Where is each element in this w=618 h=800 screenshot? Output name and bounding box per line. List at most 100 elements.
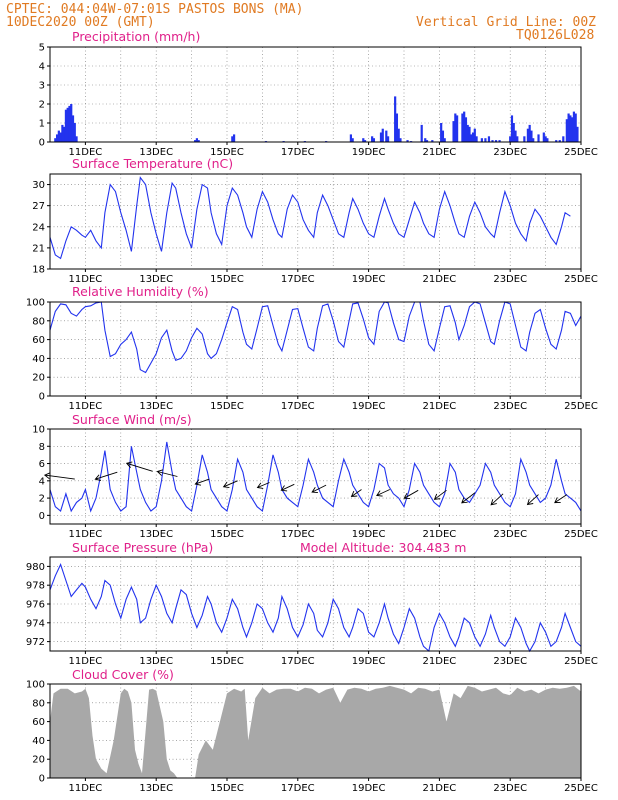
- x-tick-label: 11DEC: [69, 401, 103, 412]
- precip-bar: [431, 140, 434, 142]
- precip-bar: [66, 107, 69, 142]
- y-tick-label: 8: [39, 442, 45, 453]
- x-tick-label: 19DEC: [352, 656, 386, 667]
- precip-bar: [530, 130, 533, 142]
- x-tick-label: 19DEC: [352, 401, 386, 412]
- x-tick-label: 19DEC: [352, 529, 386, 540]
- humidity-frame: [49, 301, 582, 397]
- x-tick-label: 19DEC: [352, 783, 386, 794]
- precip-bar: [456, 115, 459, 142]
- y-tick-label: 80: [32, 316, 45, 327]
- wind-vector-arrow: [256, 482, 270, 489]
- precip-bar: [532, 138, 535, 142]
- wind-vector-arrow: [280, 483, 295, 492]
- x-tick-label: 21DEC: [423, 401, 457, 412]
- x-tick-label: 13DEC: [139, 147, 173, 158]
- wind-vector-arrow: [554, 494, 568, 504]
- precip-bar: [452, 121, 455, 142]
- y-tick-label: 0: [39, 392, 45, 403]
- x-tick-label: 15DEC: [210, 529, 244, 540]
- precip-bar: [572, 111, 576, 142]
- x-tick-label: 25DEC: [564, 529, 598, 540]
- cloud-cover-panel: 0 20 40 60 80 100 11DEC 13DEC 15DEC 17DEC 19DEC 21D…: [26, 680, 598, 795]
- y-tick-label: 978: [26, 581, 45, 592]
- wind-panel: 0 2 4 6 8 10 11DEC 13DEC 15DEC 17DEC 19DEC 21DEC 23D…: [32, 425, 598, 541]
- y-tick-label: 30: [32, 180, 45, 191]
- x-tick-label: 23DEC: [493, 147, 527, 158]
- y-tick-label: 4: [39, 476, 45, 487]
- precip-bar: [454, 113, 457, 142]
- precip-bar: [443, 138, 446, 142]
- precip-bar: [195, 138, 199, 142]
- x-tick-label: 13DEC: [139, 401, 173, 412]
- precip-bar: [471, 132, 475, 142]
- x-tick-label: 15DEC: [210, 274, 244, 285]
- x-tick-label: 23DEC: [493, 783, 527, 794]
- precip-bar: [569, 115, 572, 142]
- wind-vector-arrow: [403, 489, 419, 499]
- precip-bar: [574, 113, 577, 142]
- precip-bar: [420, 124, 423, 142]
- precip-bar: [514, 130, 517, 142]
- precip-bar: [441, 130, 445, 142]
- precip-bar: [571, 117, 574, 142]
- precipitation-frame: [49, 46, 582, 143]
- y-tick-label: 980: [26, 562, 45, 573]
- cloud-cover-area: [50, 685, 581, 778]
- y-tick-label: 1: [39, 119, 45, 130]
- precip-bar: [475, 136, 478, 142]
- precip-bar: [440, 123, 443, 142]
- pressure-line: [49, 563, 582, 653]
- precip-bar: [63, 126, 66, 142]
- x-tick-label: 17DEC: [281, 147, 315, 158]
- header-model-code: TQ0126L028: [516, 28, 594, 43]
- x-tick-label: 21DEC: [423, 147, 457, 158]
- precip-bar: [473, 128, 476, 142]
- y-tick-label: 21: [32, 243, 45, 254]
- precip-bar: [516, 136, 519, 142]
- precip-bar: [54, 138, 57, 142]
- precip-bar: [386, 136, 390, 142]
- precip-bar: [544, 136, 547, 142]
- wind-vector-arrow: [43, 472, 75, 480]
- y-tick-label: 20: [32, 373, 45, 384]
- precip-bar: [463, 111, 466, 142]
- y-tick-label: 6: [39, 459, 45, 470]
- precip-bar: [197, 140, 200, 142]
- x-tick-label: 19DEC: [352, 147, 386, 158]
- wind-vector-arrow: [94, 471, 118, 481]
- precip-bar: [498, 140, 501, 142]
- pressure-frame: [49, 556, 582, 652]
- precip-bar: [381, 128, 384, 142]
- precip-bar: [526, 128, 529, 142]
- wind-vector-arrow: [194, 478, 210, 486]
- precip-bar: [59, 132, 62, 142]
- precip-bar: [371, 136, 374, 142]
- x-tick-label: 15DEC: [210, 656, 244, 667]
- precip-bar: [64, 109, 68, 142]
- precip-bar: [379, 132, 383, 142]
- humidity-title: Relative Humidity (%): [72, 284, 209, 299]
- precip-bar: [576, 126, 579, 142]
- x-tick-label: 23DEC: [493, 529, 527, 540]
- y-tick-label: 2: [39, 100, 45, 111]
- wind-vector-arrow: [526, 494, 539, 506]
- y-tick-label: 5: [39, 43, 45, 54]
- wind-vector-arrow: [311, 484, 327, 494]
- precip-bar: [555, 140, 558, 142]
- precip-bar: [57, 130, 60, 142]
- x-tick-label: 23DEC: [493, 274, 527, 285]
- precip-bar: [565, 119, 568, 142]
- precip-bar: [75, 136, 78, 142]
- y-tick-label: 0: [39, 511, 45, 522]
- x-tick-label: 17DEC: [281, 656, 315, 667]
- precip-bar: [351, 138, 354, 142]
- header-grid-note: Vertical Grid Line: 00Z: [416, 15, 596, 30]
- temperature-frame: [49, 173, 582, 270]
- wind-vector-arrow: [461, 492, 476, 504]
- precip-bar: [70, 104, 73, 142]
- precip-bar: [71, 115, 75, 142]
- x-tick-label: 11DEC: [69, 274, 103, 285]
- precip-bar: [546, 138, 549, 142]
- x-tick-label: 11DEC: [69, 529, 103, 540]
